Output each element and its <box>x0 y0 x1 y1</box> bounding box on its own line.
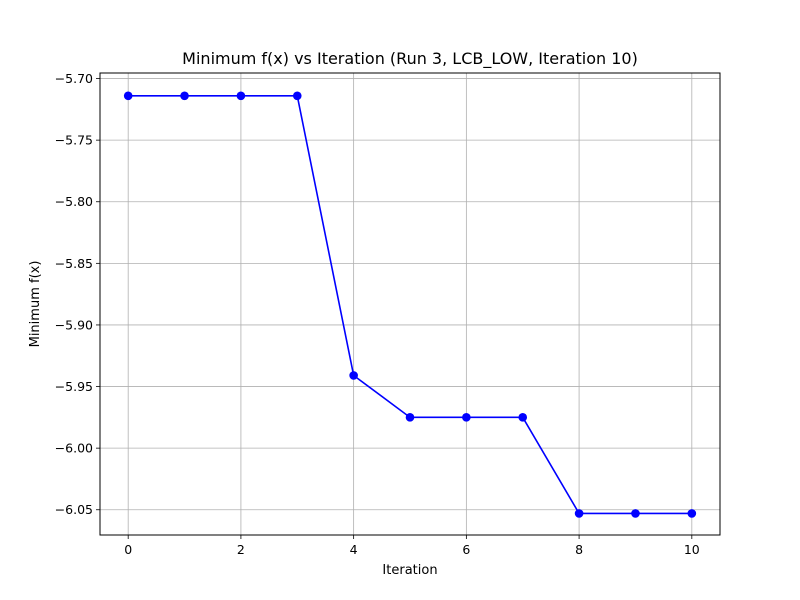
series-layer <box>123 91 697 518</box>
data-point <box>687 509 697 518</box>
x-tick-label: 8 <box>575 542 583 557</box>
y-tick-label: −5.90 <box>55 317 93 332</box>
x-axis-label: Iteration <box>382 563 437 578</box>
y-tick-label: −5.70 <box>55 71 93 86</box>
y-axis-label: Minimum f(x) <box>28 261 43 348</box>
data-point <box>123 91 133 101</box>
x-tick-label: 2 <box>237 542 245 557</box>
data-point <box>292 91 302 101</box>
data-point <box>180 91 189 101</box>
y-tick-label: −6.00 <box>55 441 93 456</box>
chart-title: Minimum f(x) vs Iteration (Run 3, LCB_LO… <box>182 49 638 69</box>
data-point <box>574 509 584 518</box>
data-point <box>631 509 640 518</box>
y-tick-label: −5.75 <box>55 133 93 148</box>
y-tick-label: −6.05 <box>55 502 93 517</box>
y-tick-label: −5.80 <box>55 194 93 209</box>
x-tick-label: 0 <box>124 542 132 557</box>
data-point <box>518 413 528 422</box>
axis-ticks: 0 2 4 6 8 10 −5.70 −5.75 −5.80 −5.85 −5.90 −5.95 −6.… <box>55 71 700 557</box>
x-tick-label: 10 <box>684 542 700 557</box>
plot-frame <box>99 72 721 536</box>
grid-lines <box>100 73 720 535</box>
x-tick-label: 6 <box>462 542 470 557</box>
data-point <box>236 91 246 101</box>
data-point <box>462 413 471 422</box>
y-tick-label: −5.95 <box>55 379 93 394</box>
data-point <box>349 371 358 380</box>
data-point <box>405 413 415 422</box>
x-tick-label: 4 <box>350 542 358 557</box>
y-tick-label: −5.85 <box>55 256 93 271</box>
series-line <box>128 94 692 515</box>
